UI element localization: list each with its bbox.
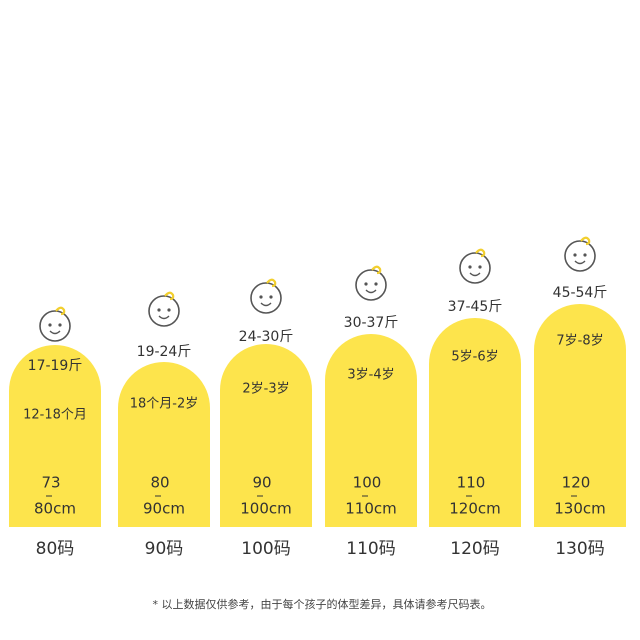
height-from: 100 — [353, 474, 382, 492]
eye — [573, 253, 577, 257]
age: 18个月-2岁 — [130, 397, 199, 412]
age: 12-18个月 — [23, 408, 87, 423]
height-to: 100cm — [240, 500, 292, 518]
size-bar — [325, 334, 417, 527]
eye — [364, 282, 368, 286]
weight: 45-54斤 — [553, 285, 608, 301]
eye — [167, 308, 171, 312]
eye — [374, 282, 378, 286]
mouth — [574, 260, 586, 265]
size-label: 100码 — [241, 539, 290, 559]
eye — [48, 323, 52, 327]
hair-curl — [266, 278, 277, 288]
height-from: 80 — [150, 474, 169, 492]
height-to: 80cm — [34, 500, 76, 518]
eye — [478, 265, 482, 269]
height-from: 110 — [457, 474, 486, 492]
size-bar — [429, 318, 521, 527]
size-bar — [9, 345, 101, 527]
mouth — [469, 272, 481, 277]
size-label: 120码 — [450, 539, 499, 559]
baby-face-icon — [39, 306, 71, 342]
face — [148, 295, 180, 327]
age: 5岁-6岁 — [451, 350, 498, 365]
hair-curl — [164, 291, 175, 301]
size-bar — [534, 304, 626, 527]
baby-face-icon — [459, 248, 491, 284]
size-label: 90码 — [145, 539, 184, 559]
hair-curl — [580, 236, 591, 246]
face — [355, 269, 387, 301]
eye — [583, 253, 587, 257]
height-to: 110cm — [345, 500, 397, 518]
face — [459, 252, 491, 284]
mouth — [49, 330, 61, 335]
height-to: 90cm — [143, 500, 185, 518]
height-from: 73 — [41, 474, 60, 492]
eye — [269, 295, 273, 299]
mouth — [260, 302, 272, 307]
size-label: 110码 — [346, 539, 395, 559]
eye — [259, 295, 263, 299]
size-label: 130码 — [555, 539, 604, 559]
mouth — [365, 289, 377, 294]
height-from: 120 — [562, 474, 591, 492]
mouth — [158, 315, 170, 320]
baby-face-icon — [355, 265, 387, 301]
face — [564, 240, 596, 272]
baby-face-icon — [250, 278, 282, 314]
weight: 17-19斤 — [28, 358, 83, 374]
weight: 24-30斤 — [239, 329, 294, 345]
hair-curl — [371, 265, 382, 275]
hair-curl — [475, 248, 486, 258]
weight: 37-45斤 — [448, 299, 503, 315]
height-to: 130cm — [554, 500, 606, 518]
size-bar — [220, 344, 312, 527]
eye — [58, 323, 62, 327]
size-bar — [118, 362, 210, 527]
height-to: 120cm — [449, 500, 501, 518]
age: 7岁-8岁 — [556, 334, 603, 349]
baby-face-icon — [148, 291, 180, 327]
weight: 19-24斤 — [137, 344, 192, 360]
size-label: 80码 — [36, 539, 75, 559]
baby-face-icon — [564, 236, 596, 272]
age: 3岁-4岁 — [347, 368, 394, 383]
height-from: 90 — [252, 474, 271, 492]
hair-curl — [55, 306, 66, 316]
face — [39, 310, 71, 342]
weight: 30-37斤 — [344, 315, 399, 331]
face — [250, 282, 282, 314]
eye — [157, 308, 161, 312]
age: 2岁-3岁 — [242, 382, 289, 397]
footnote: * 以上数据仅供参考，由于每个孩子的体型差异，具体请参考尺码表。 — [153, 597, 492, 611]
eye — [468, 265, 472, 269]
